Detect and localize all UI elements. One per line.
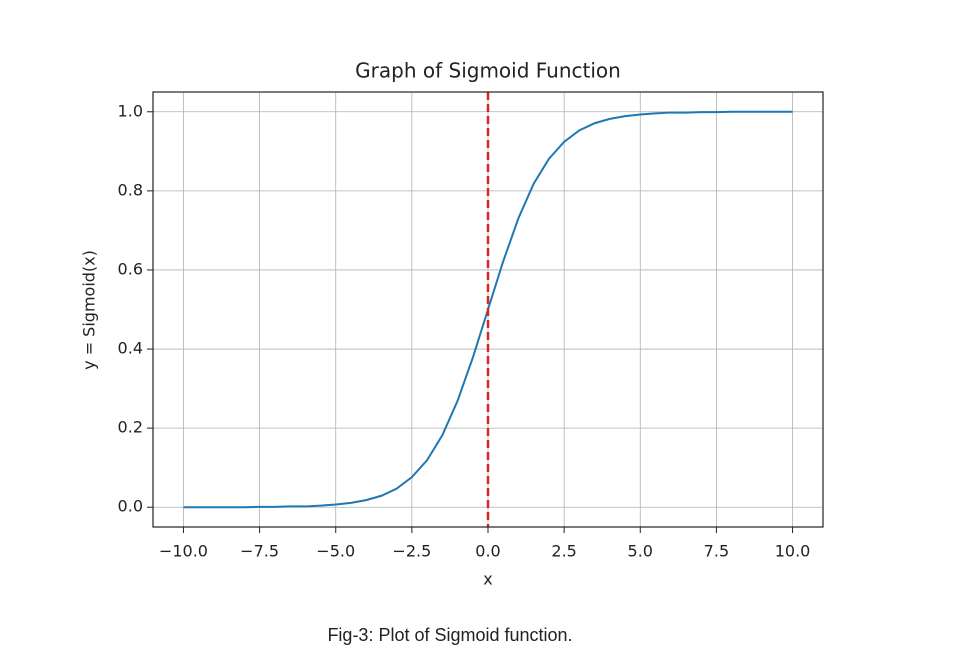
x-tick-label: −2.5	[392, 542, 431, 561]
x-tick-label: 7.5	[704, 542, 729, 561]
caption: Fig-3: Plot of Sigmoid function.	[327, 625, 572, 645]
axes-frame	[152, 91, 824, 528]
x-axis-label: x	[483, 570, 492, 589]
y-axis-label: y = Sigmoid(x)	[80, 250, 99, 370]
y-tick-label: 0.8	[118, 180, 143, 199]
x-tick-label: 10.0	[775, 542, 811, 561]
x-tick-label: −5.0	[316, 542, 355, 561]
y-tick-label: 0.4	[118, 339, 143, 358]
chart-title: Graph of Sigmoid Function	[355, 59, 621, 83]
x-tick-label: 0.0	[475, 542, 500, 561]
y-tick-label: 0.2	[118, 418, 143, 437]
x-tick-label: 2.5	[551, 542, 576, 561]
y-tick-label: 1.0	[118, 101, 143, 120]
x-tick-label: 5.0	[628, 542, 653, 561]
y-tick-label: 0.6	[118, 259, 143, 278]
y-tick-label: 0.0	[118, 497, 143, 516]
x-tick-label: −7.5	[240, 542, 279, 561]
x-tick-label: −10.0	[159, 542, 208, 561]
